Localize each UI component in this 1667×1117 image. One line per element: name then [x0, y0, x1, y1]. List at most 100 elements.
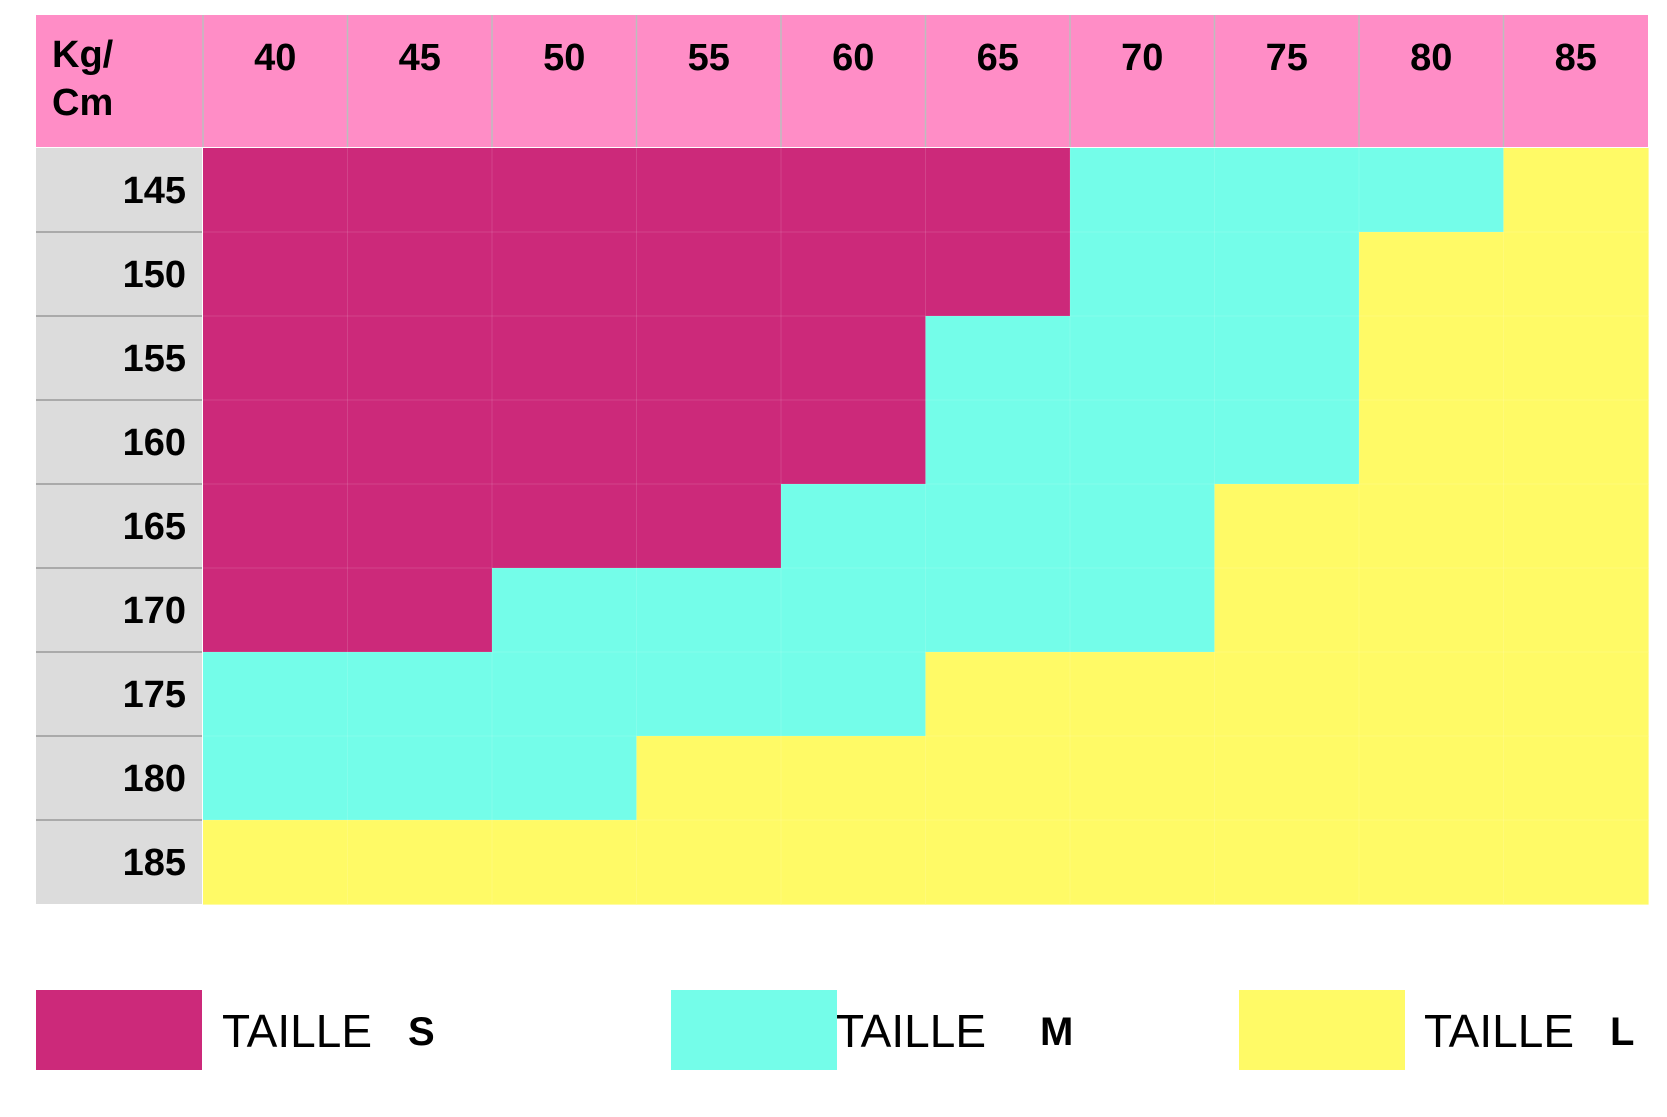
row-header-column: 145 150 155 160 165 170 175 180 185	[36, 148, 204, 904]
cell-170-70-M	[1070, 568, 1216, 653]
column-label-65: 65	[977, 37, 1019, 79]
cell-165-65-M	[925, 484, 1071, 569]
cell-150-40-S	[203, 232, 349, 317]
cell-180-45-M	[347, 736, 493, 821]
cell-155-75-M	[1214, 316, 1360, 401]
column-header-row: Kg/Cm 40 45 50 55 60 65 70 75 80 85	[36, 15, 1648, 149]
column-label-50: 50	[543, 37, 585, 79]
cell-150-45-S	[347, 232, 493, 317]
cell-180-70-L	[1070, 736, 1216, 821]
cell-145-70-M	[1070, 148, 1216, 233]
row-label-165: 165	[123, 506, 186, 548]
column-label-40: 40	[254, 37, 296, 79]
cell-165-45-S	[347, 484, 493, 569]
cell-165-50-S	[492, 484, 638, 569]
cell-185-75-L	[1214, 820, 1360, 905]
cell-165-70-M	[1070, 484, 1216, 569]
column-label-60: 60	[832, 37, 874, 79]
column-label-85: 85	[1555, 37, 1597, 79]
cell-185-50-L	[492, 820, 638, 905]
cell-155-45-S	[347, 316, 493, 401]
legend-swatch-M	[671, 990, 837, 1070]
cell-145-85-L	[1503, 148, 1649, 233]
cell-185-45-L	[347, 820, 493, 905]
cell-150-55-S	[636, 232, 782, 317]
cell-145-55-S	[636, 148, 782, 233]
cell-150-80-L	[1359, 232, 1505, 317]
cell-165-85-L	[1503, 484, 1649, 569]
row-label-145: 145	[123, 170, 186, 212]
cell-145-40-S	[203, 148, 349, 233]
cell-175-80-L	[1359, 652, 1505, 737]
cell-175-70-L	[1070, 652, 1216, 737]
cell-145-80-M	[1359, 148, 1505, 233]
size-grid	[203, 148, 1649, 905]
cell-160-85-L	[1503, 400, 1649, 485]
cell-160-60-S	[781, 400, 927, 485]
cell-165-75-L	[1214, 484, 1360, 569]
cell-145-50-S	[492, 148, 638, 233]
cell-175-45-M	[347, 652, 493, 737]
cell-175-65-L	[925, 652, 1071, 737]
cell-165-55-S	[636, 484, 782, 569]
cell-175-75-L	[1214, 652, 1360, 737]
cell-150-70-M	[1070, 232, 1216, 317]
row-label-150: 150	[123, 254, 186, 296]
cell-165-60-M	[781, 484, 927, 569]
cell-160-45-S	[347, 400, 493, 485]
cell-180-50-M	[492, 736, 638, 821]
cell-180-40-M	[203, 736, 349, 821]
cell-175-50-M	[492, 652, 638, 737]
cell-185-40-L	[203, 820, 349, 905]
corner-label: Kg/	[52, 34, 114, 76]
cell-155-60-S	[781, 316, 927, 401]
cell-150-85-L	[1503, 232, 1649, 317]
cell-160-50-S	[492, 400, 638, 485]
corner-label: Cm	[52, 82, 113, 124]
cell-185-55-L	[636, 820, 782, 905]
row-label-180: 180	[123, 758, 186, 800]
cell-170-60-M	[781, 568, 927, 653]
cell-185-70-L	[1070, 820, 1216, 905]
cell-170-50-M	[492, 568, 638, 653]
cell-160-40-S	[203, 400, 349, 485]
cell-175-55-M	[636, 652, 782, 737]
cell-185-60-L	[781, 820, 927, 905]
legend-label-M: TAILLE	[836, 1005, 986, 1057]
column-label-45: 45	[399, 37, 441, 79]
cell-155-55-S	[636, 316, 782, 401]
cell-175-60-M	[781, 652, 927, 737]
legend: TAILLE S TAILLE M TAILLE L	[36, 990, 1634, 1070]
cell-170-45-S	[347, 568, 493, 653]
cell-155-40-S	[203, 316, 349, 401]
cell-150-65-S	[925, 232, 1071, 317]
cell-175-40-M	[203, 652, 349, 737]
cell-180-80-L	[1359, 736, 1505, 821]
cell-145-75-M	[1214, 148, 1360, 233]
header-background	[36, 15, 1648, 148]
cell-170-80-L	[1359, 568, 1505, 653]
cell-170-65-M	[925, 568, 1071, 653]
cell-155-85-L	[1503, 316, 1649, 401]
column-label-80: 80	[1410, 37, 1452, 79]
cell-180-55-L	[636, 736, 782, 821]
cell-155-65-M	[925, 316, 1071, 401]
cell-185-80-L	[1359, 820, 1505, 905]
cell-155-80-L	[1359, 316, 1505, 401]
row-header-background	[36, 148, 203, 904]
cell-180-60-L	[781, 736, 927, 821]
cell-170-75-L	[1214, 568, 1360, 653]
row-label-175: 175	[123, 674, 186, 716]
cell-145-45-S	[347, 148, 493, 233]
cell-185-65-L	[925, 820, 1071, 905]
legend-size-S: S	[408, 1010, 435, 1054]
legend-label-S: TAILLE	[222, 1005, 372, 1057]
cell-145-65-S	[925, 148, 1071, 233]
cell-170-40-S	[203, 568, 349, 653]
column-label-55: 55	[688, 37, 730, 79]
cell-155-70-M	[1070, 316, 1216, 401]
cell-170-85-L	[1503, 568, 1649, 653]
cell-160-55-S	[636, 400, 782, 485]
cell-175-85-L	[1503, 652, 1649, 737]
